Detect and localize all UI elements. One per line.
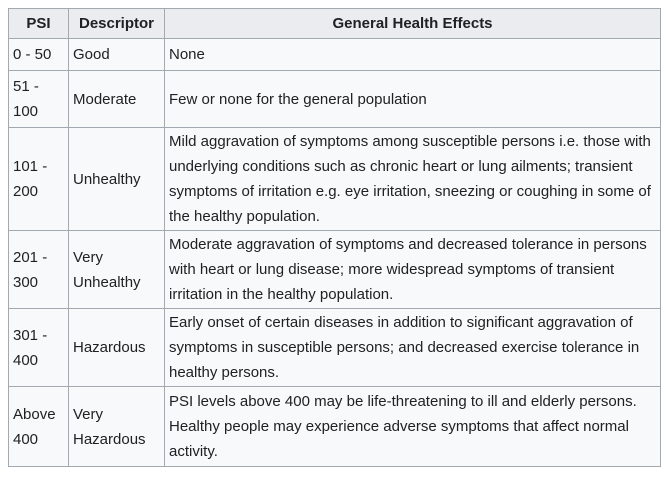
psi-cell: 51 - 100 — [8, 70, 69, 128]
psi-cell: Above 400 — [8, 386, 69, 467]
psi-cell: 301 - 400 — [8, 308, 69, 387]
header-row: PSI Descriptor General Health Effects — [8, 8, 661, 39]
table-row: 0 - 50 Good None — [8, 38, 661, 71]
table-row: 201 - 300 Very Unhealthy Moderate aggrav… — [8, 230, 661, 309]
table-row: 101 - 200 Unhealthy Mild aggravation of … — [8, 127, 661, 231]
header-descriptor: Descriptor — [68, 8, 165, 39]
header-effects: General Health Effects — [164, 8, 661, 39]
psi-health-effects-table: PSI Descriptor General Health Effects 0 … — [8, 8, 661, 467]
descriptor-cell: Good — [68, 38, 165, 71]
psi-cell: 0 - 50 — [8, 38, 69, 71]
psi-cell: 101 - 200 — [8, 127, 69, 231]
effects-cell: Early onset of certain diseases in addit… — [164, 308, 661, 387]
psi-cell: 201 - 300 — [8, 230, 69, 309]
table-row: 51 - 100 Moderate Few or none for the ge… — [8, 70, 661, 128]
effects-cell: Few or none for the general population — [164, 70, 661, 128]
descriptor-cell: Very Hazardous — [68, 386, 165, 467]
effects-cell: Moderate aggravation of symptoms and dec… — [164, 230, 661, 309]
effects-cell: Mild aggravation of symptoms among susce… — [164, 127, 661, 231]
table-row: Above 400 Very Hazardous PSI levels abov… — [8, 386, 661, 467]
effects-cell: None — [164, 38, 661, 71]
effects-cell: PSI levels above 400 may be life-threate… — [164, 386, 661, 467]
descriptor-cell: Hazardous — [68, 308, 165, 387]
descriptor-cell: Very Unhealthy — [68, 230, 165, 309]
header-psi: PSI — [8, 8, 69, 39]
descriptor-cell: Unhealthy — [68, 127, 165, 231]
table-row: 301 - 400 Hazardous Early onset of certa… — [8, 308, 661, 387]
descriptor-cell: Moderate — [68, 70, 165, 128]
